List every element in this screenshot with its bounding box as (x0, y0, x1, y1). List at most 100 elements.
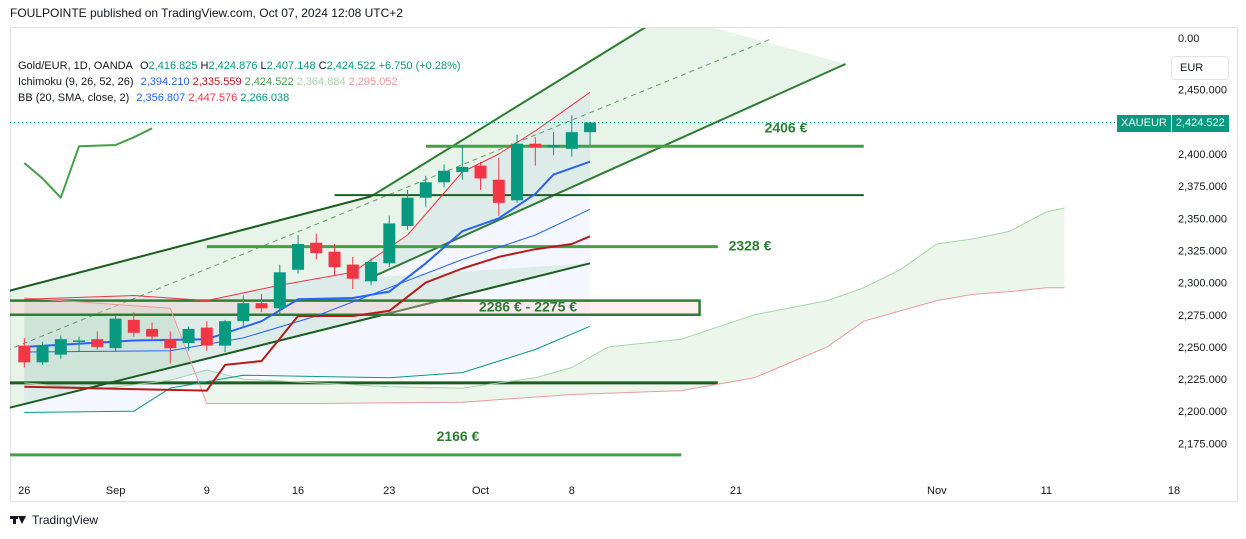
candle-body (200, 327, 213, 346)
last-price-tag: XAUEUR 2,424.522 (1117, 115, 1229, 132)
legend-ichimoku-tenkan: 2,394.210 (140, 76, 190, 88)
candle (511, 134, 524, 203)
candle (438, 164, 451, 188)
level-label: 2286 € - 2275 € (479, 299, 577, 315)
candle (146, 322, 159, 341)
legend-row-bb[interactable]: BB (20, SMA, close, 2) 2,356.807 2,447.5… (18, 90, 461, 106)
y-tick-label: 2,325.000 (1178, 245, 1227, 257)
candle-body (109, 318, 122, 349)
y-tick-label: 2,375.000 (1178, 181, 1227, 193)
tradingview-logo[interactable]: TradingView (10, 513, 98, 527)
currency-button[interactable]: EUR (1171, 56, 1229, 80)
legend-row-ichimoku[interactable]: Ichimoku (9, 26, 52, 26) 2,394.210 2,335… (18, 74, 461, 90)
candle (36, 341, 49, 365)
legend-ichimoku-kijun: 2,335.559 (192, 76, 242, 88)
tradingview-icon (10, 514, 28, 526)
candle (310, 233, 323, 260)
candle-body (383, 223, 396, 264)
legend-high: 2,424.876 (208, 60, 258, 72)
level-label: 2166 € (437, 428, 480, 444)
x-tick-label: 21 (730, 485, 742, 497)
channel-upper-right-line (370, 28, 647, 198)
candle-body (529, 143, 542, 148)
candle-body (401, 197, 414, 227)
candle-body (346, 264, 359, 279)
candle (109, 314, 122, 353)
candle-body (584, 122, 597, 133)
candle-body (419, 182, 432, 198)
candle (73, 336, 86, 353)
legend-row-symbol[interactable]: Gold/EUR, 1D, OANDA O2,416.825 H2,424.87… (18, 58, 461, 74)
candle (200, 321, 213, 351)
candle-body (365, 262, 378, 282)
candle (401, 190, 414, 230)
y-tick-label: 2,225.000 (1178, 374, 1227, 386)
y-tick-label: 2,275.000 (1178, 310, 1227, 322)
candle (255, 294, 268, 313)
channel-midline (10, 37, 773, 350)
y-tick-label: 2,250.000 (1178, 342, 1227, 354)
candle (273, 264, 286, 314)
ichimoku-chikou-line (23, 127, 153, 199)
candle (365, 258, 378, 286)
candle (182, 326, 195, 351)
candle-body (255, 303, 268, 309)
y-tick-label: 0.00 (1178, 33, 1199, 45)
candle (474, 161, 487, 191)
legend-bb-upper: 2,447.576 (188, 92, 238, 104)
candle-body (310, 242, 323, 254)
candle-body (328, 251, 341, 268)
x-tick-label: 18 (1168, 485, 1180, 497)
candle-body (456, 166, 469, 173)
price-tag-value: 2,424.522 (1175, 117, 1225, 129)
candle (292, 235, 305, 274)
legend-symbol: Gold/EUR, 1D, OANDA (18, 60, 133, 72)
chart-caption: FOULPOINTE published on TradingView.com,… (10, 6, 403, 20)
candle (91, 331, 104, 350)
bb-basis-line (24, 208, 591, 353)
legend-bb-basis: 2,356.807 (136, 92, 186, 104)
x-tick-label: 16 (292, 485, 304, 497)
candle (492, 157, 505, 216)
legend-ichimoku-label: Ichimoku (9, 26, 52, 26) (18, 76, 134, 88)
candle-body (565, 132, 578, 149)
x-tick-label: Sep (106, 485, 126, 497)
legend-h-label: H (200, 60, 209, 72)
bollinger-band-fill (24, 92, 591, 413)
candle (346, 256, 359, 290)
legend-low: 2,407.148 (266, 60, 316, 72)
candle-body (292, 244, 305, 270)
y-tick-label: 2,200.000 (1178, 406, 1227, 418)
candle (237, 295, 250, 328)
x-tick-label: Nov (927, 485, 947, 497)
level-label: 2406 € (765, 119, 808, 135)
candle (419, 175, 432, 207)
ichimoku-span-b-line (24, 287, 1065, 404)
y-tick-label: 2,350.000 (1178, 213, 1227, 225)
candle-body (547, 144, 560, 148)
support-zone-box (10, 299, 701, 317)
candle-body (164, 339, 177, 349)
candle (127, 312, 140, 337)
legend-o-label: O (139, 60, 149, 72)
candle-body (18, 345, 31, 363)
candle-body (182, 328, 195, 344)
channel-upper-line (10, 195, 372, 292)
candle-body (511, 143, 524, 201)
candle-body (474, 165, 487, 179)
y-tick-label: 2,400.000 (1178, 149, 1227, 161)
level-label: 2328 € (729, 238, 772, 254)
candle-body (273, 272, 286, 309)
candle-body (36, 345, 49, 363)
chart-legend: Gold/EUR, 1D, OANDA O2,416.825 H2,424.87… (18, 58, 461, 106)
candle (54, 335, 67, 359)
candle-body (127, 319, 140, 333)
candle (383, 215, 396, 268)
candle (547, 132, 560, 156)
x-tick-label: 26 (18, 485, 30, 497)
legend-bb-lower: 2,266.038 (240, 92, 290, 104)
candle-body (91, 339, 104, 347)
candle (565, 115, 578, 157)
candle (164, 331, 177, 364)
